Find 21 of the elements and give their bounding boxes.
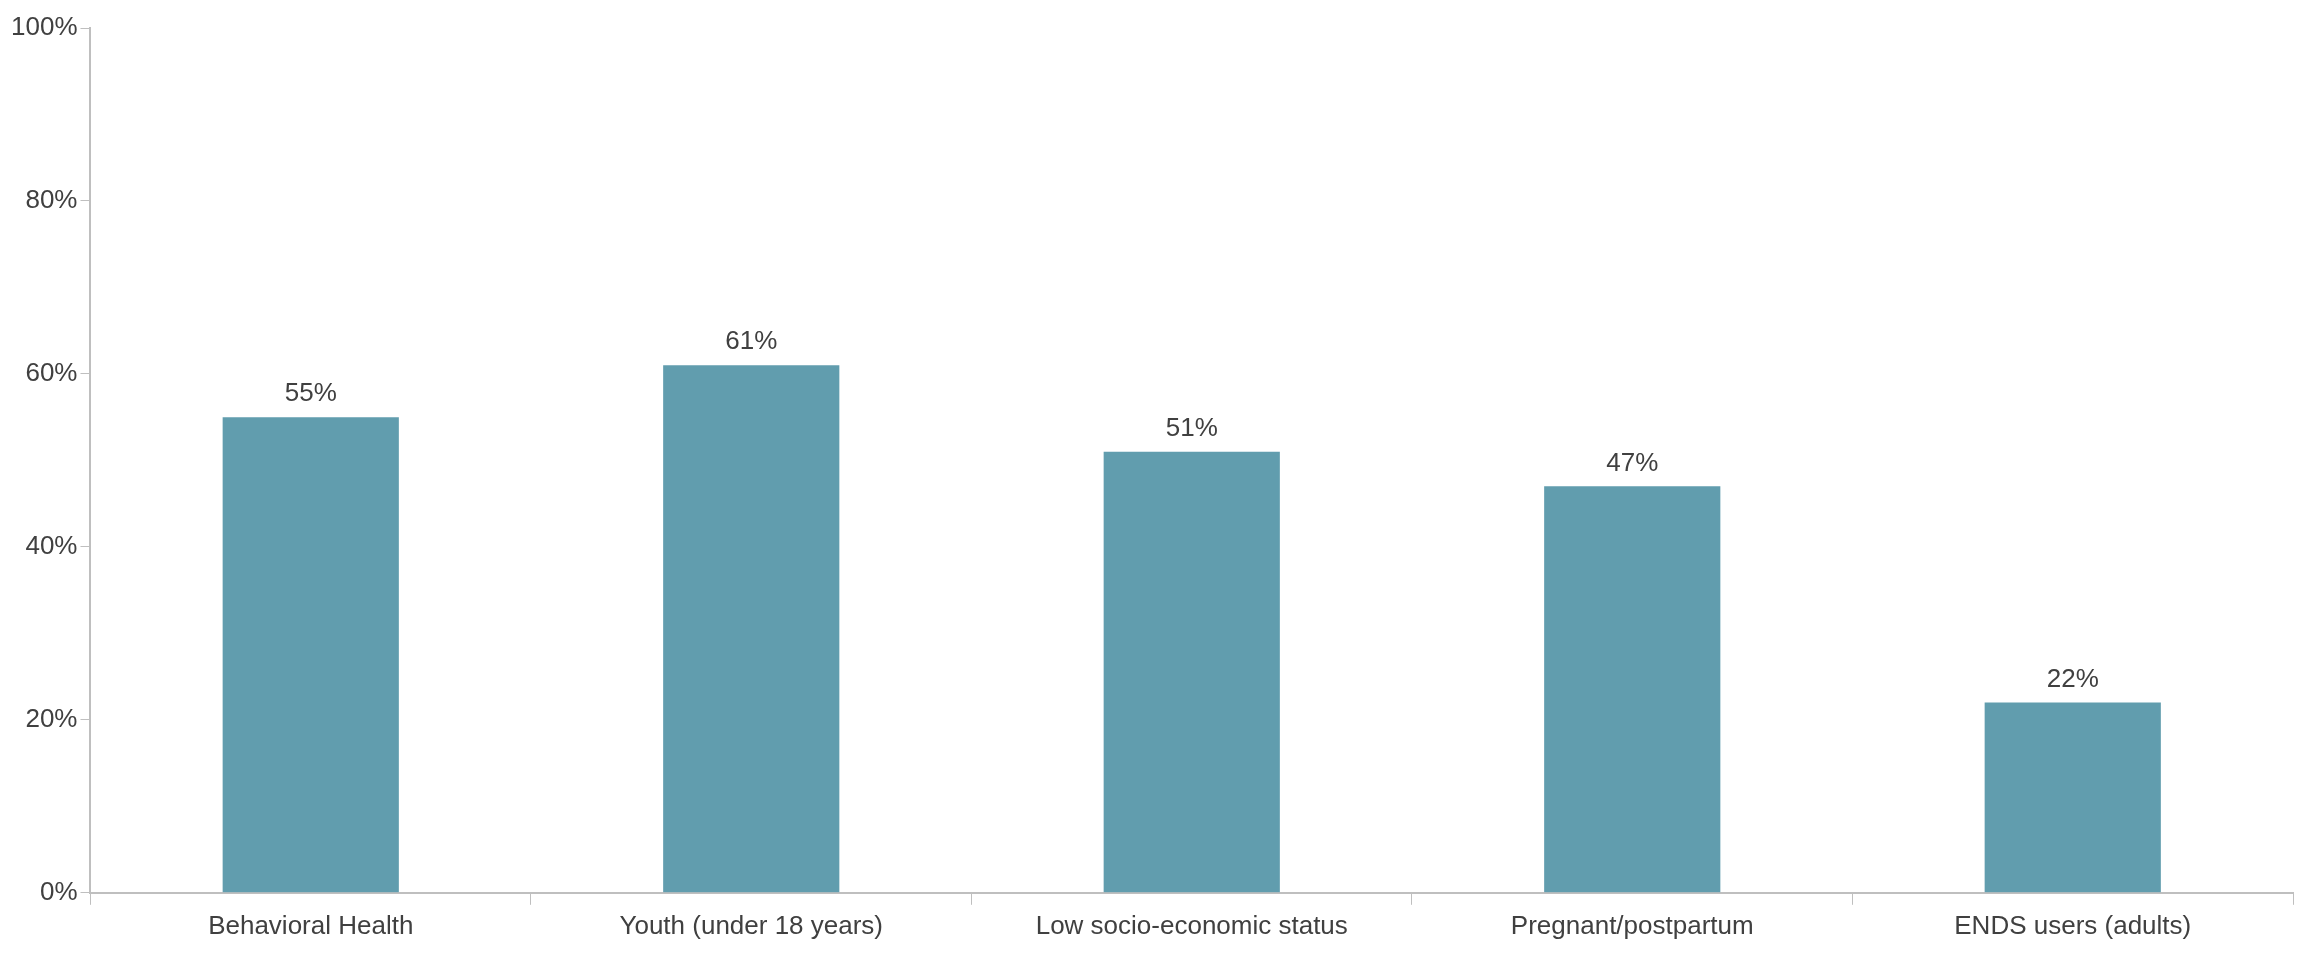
bar [222, 417, 399, 893]
bar [663, 365, 840, 893]
bar [1544, 486, 1721, 893]
bar [1984, 702, 2161, 893]
data-label: 51% [1165, 411, 1218, 442]
y-tick-label: 40% [25, 530, 78, 561]
y-tick-label: 100% [11, 11, 78, 42]
x-tick-label: Low socio-economic status [1035, 909, 1348, 940]
data-label: 55% [284, 377, 337, 408]
bar [1103, 451, 1280, 893]
data-label: 61% [725, 325, 778, 356]
y-tick-label: 80% [25, 184, 78, 215]
x-tick-label: ENDS users (adults) [1954, 909, 2192, 940]
y-tick-label: 0% [39, 875, 78, 906]
data-label: 47% [1606, 446, 1659, 477]
x-tick-label: Pregnant/postpartum [1510, 909, 1754, 940]
data-label: 22% [2046, 662, 2099, 693]
y-tick-label: 60% [25, 357, 78, 388]
x-tick-label: Behavioral Health [208, 909, 414, 940]
y-tick-label: 20% [25, 703, 78, 734]
x-tick-label: Youth (under 18 years) [619, 909, 884, 940]
